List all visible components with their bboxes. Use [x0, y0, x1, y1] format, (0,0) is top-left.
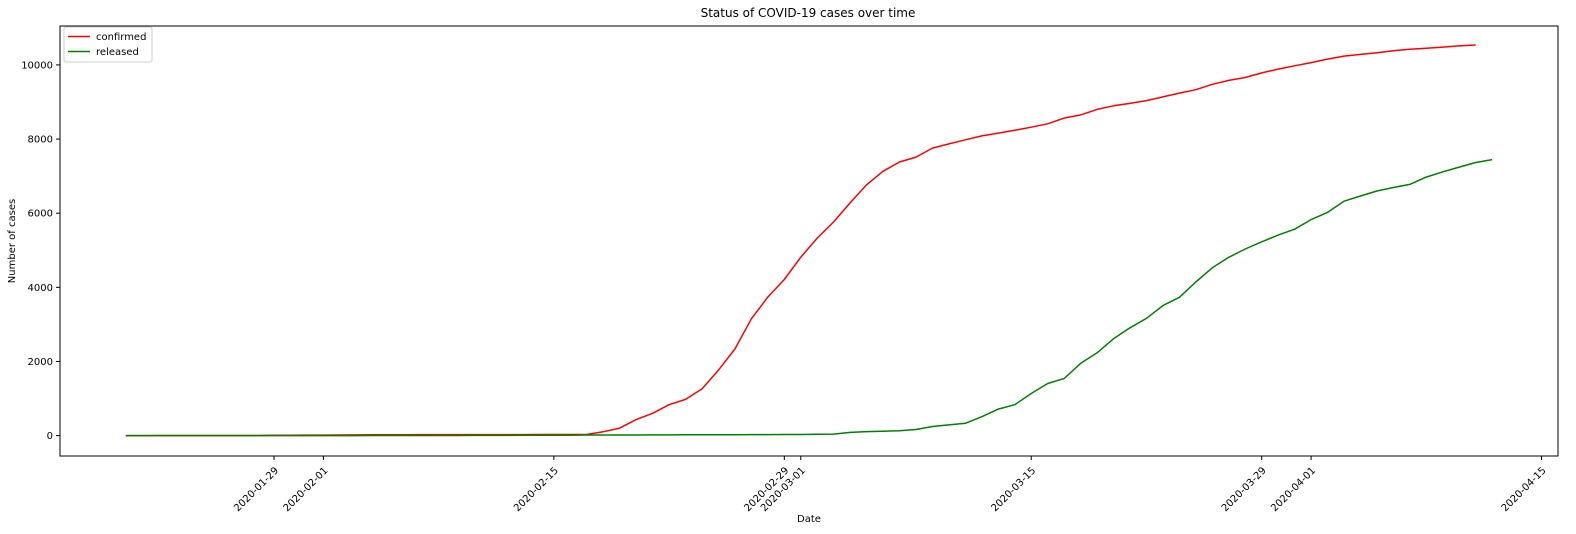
x-tick-label: 2020-03-15	[989, 465, 1038, 514]
series-line-confirmed	[125, 44, 1476, 437]
y-tick-label: 10000	[21, 60, 53, 71]
plot-area: 2020-01-29 2020-02-01 2020-02-15 2020-02-29…	[21, 25, 1559, 514]
y-axis: 0 2000 4000 6000 8000 10000	[21, 60, 60, 442]
plot-frame	[59, 25, 1559, 457]
x-tick-label: 2020-01-29	[232, 465, 281, 514]
y-tick-label: 8000	[28, 135, 53, 146]
y-tick-label: 2000	[28, 357, 53, 368]
x-tick-label: 2020-02-01	[282, 465, 331, 514]
x-tick-label: 2020-04-01	[1269, 465, 1318, 514]
x-tick-label: 2020-04-15	[1500, 465, 1549, 514]
series-lines	[125, 44, 1493, 437]
y-axis-label: Number of cases	[7, 199, 18, 283]
legend: confirmed released	[63, 26, 153, 63]
x-axis-label: Date	[797, 514, 821, 525]
y-tick-label: 6000	[28, 209, 53, 220]
x-tick-label: 2020-03-29	[1220, 465, 1269, 514]
legend-label-released: released	[96, 47, 139, 58]
x-axis: 2020-01-29 2020-02-01 2020-02-15 2020-02-29…	[232, 456, 1549, 514]
x-tick-label: 2020-02-15	[512, 465, 561, 514]
chart-title: Status of COVID-19 cases over time	[701, 6, 916, 20]
y-tick-label: 0	[47, 431, 53, 442]
y-tick-label: 4000	[28, 283, 53, 294]
series-line-released	[125, 158, 1493, 437]
legend-label-confirmed: confirmed	[96, 32, 146, 43]
